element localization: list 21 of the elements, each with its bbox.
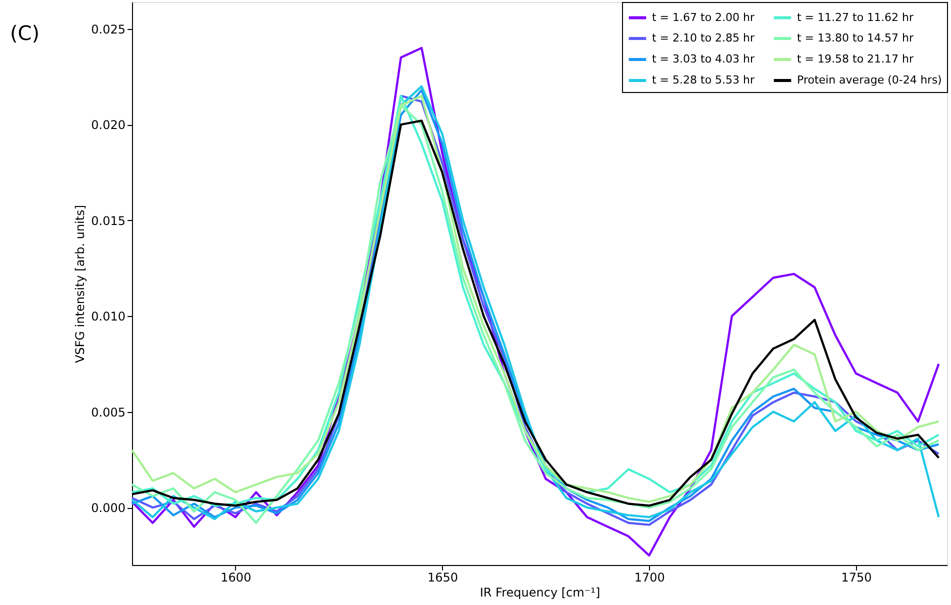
- legend-label: t = 19.58 to 21.17 hr: [797, 52, 914, 66]
- y-axis-title: VSFG intensity [arb. units]: [73, 204, 88, 364]
- legend-label: t = 13.80 to 14.57 hr: [797, 32, 914, 44]
- y-tick-label: 0.025: [91, 22, 126, 36]
- x-tick-label: 1650: [428, 570, 458, 584]
- x-axis-title: IR Frequency [cm⁻¹]: [480, 586, 600, 600]
- y-tick-label: 0.005: [91, 405, 126, 420]
- legend-label: Protein average (0-24 hrs): [797, 74, 942, 86]
- y-tick-label: 0.020: [91, 118, 126, 132]
- x-tick-label: 1750: [841, 570, 872, 584]
- x-tick-label: 1700: [634, 570, 665, 584]
- legend-label: t = 3.03 to 4.03 hr: [652, 52, 756, 66]
- y-tick-label: 0.010: [91, 310, 126, 324]
- legend-label: t = 5.28 to 5.53 hr: [652, 74, 756, 86]
- legend-label: t = 2.10 to 2.85 hr: [652, 32, 756, 44]
- text: (C): [10, 21, 40, 45]
- y-tick-label: 0.000: [91, 501, 126, 516]
- legend-label: t = 1.67 to 2.00 hr: [652, 10, 756, 24]
- legend-label: t = 11.27 to 11.62 hr: [797, 10, 914, 24]
- x-tick-label: 1600: [220, 570, 252, 584]
- y-tick-label: 0.015: [91, 214, 126, 228]
